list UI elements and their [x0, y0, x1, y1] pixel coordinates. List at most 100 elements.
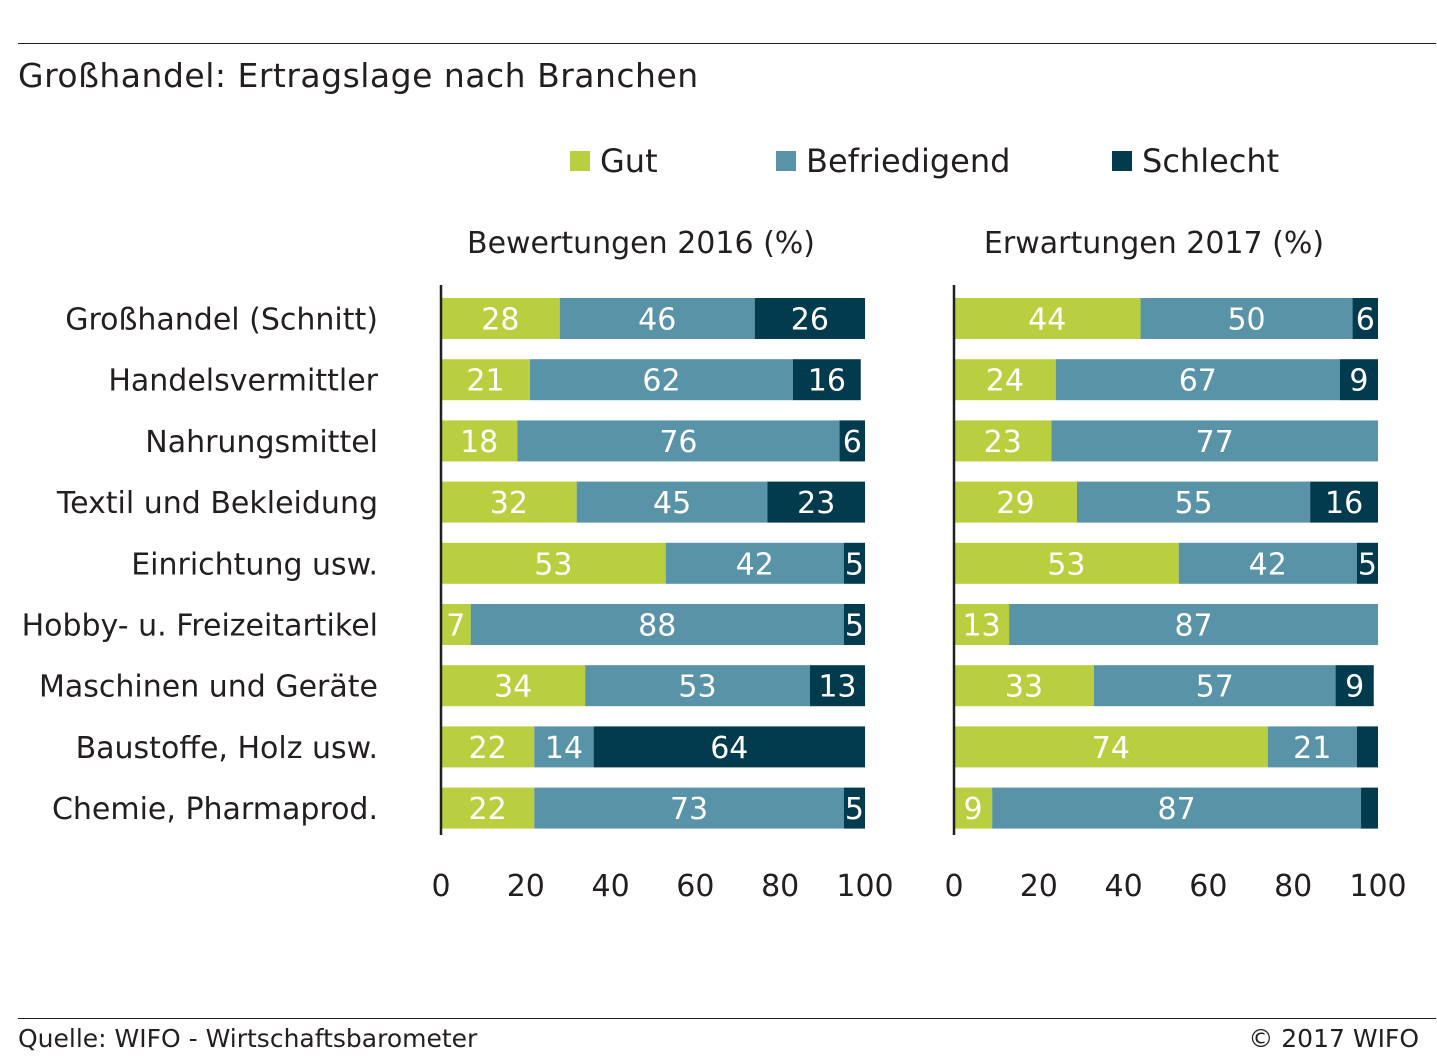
- bar-segment-schlecht: [809, 665, 865, 707]
- data-label: 77: [1196, 425, 1234, 460]
- legend-swatch-gut: [570, 151, 590, 171]
- bar-segment-gut: [441, 481, 577, 523]
- data-label: 22: [469, 792, 507, 827]
- data-label: 53: [678, 670, 716, 705]
- data-label: 34: [494, 670, 532, 705]
- legend-item-befriedigend: Befriedigend: [776, 142, 1010, 180]
- tick-label: 100: [1349, 869, 1406, 904]
- bar-segment-schlecht: [754, 298, 865, 339]
- bar-segment-gut: [441, 604, 471, 645]
- bar-segment-schlecht: [843, 542, 865, 584]
- data-label: 28: [481, 303, 519, 338]
- data-label: 62: [642, 364, 680, 399]
- tick-label: 40: [592, 869, 630, 904]
- data-label: 22: [469, 731, 507, 766]
- data-label: 5: [845, 547, 864, 582]
- source-note: Quelle: WIFO - Wirtschaftsbarometer: [18, 1024, 478, 1053]
- bar-segment-gut: [954, 604, 1010, 645]
- bar-segment-befriedigend: [559, 298, 755, 339]
- data-label: 88: [638, 609, 676, 644]
- tick-label: 20: [1020, 869, 1058, 904]
- data-label: 13: [818, 670, 856, 705]
- legend: Gut Befriedigend Schlecht: [0, 142, 1437, 186]
- category-label: Handelsvermittler: [108, 364, 378, 399]
- tick-label: 40: [1105, 869, 1143, 904]
- data-label: 23: [797, 486, 835, 521]
- panel-title: Bewertungen 2016 (%): [467, 226, 815, 261]
- bar-segment-gut: [441, 787, 535, 829]
- bar-segment-gut: [954, 787, 993, 829]
- bar-segment-befriedigend: [534, 787, 844, 829]
- bar-segment-schlecht: [593, 726, 865, 768]
- data-label: 87: [1174, 609, 1212, 644]
- data-label: 33: [1005, 670, 1043, 705]
- category-label: Baustoffe, Holz usw.: [76, 731, 378, 766]
- data-label: 21: [1293, 731, 1331, 766]
- data-label: 9: [964, 792, 983, 827]
- bar-segment-befriedigend: [470, 604, 844, 645]
- bar-segment-befriedigend: [1009, 604, 1378, 645]
- tick-label: 80: [1274, 869, 1312, 904]
- bar-segment-gut: [954, 420, 1052, 462]
- bar-segment-schlecht: [1335, 665, 1374, 707]
- tick-label: 80: [761, 869, 799, 904]
- bar-segment-gut: [954, 481, 1077, 523]
- data-label: 9: [1345, 670, 1364, 705]
- category-label: Textil und Bekleidung: [56, 486, 378, 521]
- bar-segment-schlecht: [1310, 481, 1378, 523]
- bar-segment-gut: [954, 298, 1141, 339]
- data-label: 53: [1047, 547, 1085, 582]
- tick-label: 60: [1189, 869, 1227, 904]
- bar-segment-befriedigend: [530, 359, 793, 401]
- data-label: 23: [984, 425, 1022, 460]
- data-label: 29: [996, 486, 1034, 521]
- bar-segment-befriedigend: [534, 726, 594, 768]
- bar-segment-schlecht: [843, 604, 865, 645]
- data-label: 24: [986, 364, 1024, 399]
- data-label: 50: [1227, 303, 1265, 338]
- bar-segment-schlecht: [1339, 359, 1378, 401]
- category-label: Nahrungsmittel: [145, 425, 378, 460]
- bar-segment-befriedigend: [992, 787, 1362, 829]
- data-label: 6: [843, 425, 862, 460]
- data-label: 57: [1196, 670, 1234, 705]
- bar-segment-befriedigend: [1076, 481, 1311, 523]
- tick-label: 60: [676, 869, 714, 904]
- data-label: 13: [962, 609, 1000, 644]
- bottom-rule: [18, 1018, 1436, 1019]
- data-label: 42: [1249, 547, 1287, 582]
- data-label: 21: [466, 364, 504, 399]
- bar-segment-gut: [954, 542, 1179, 584]
- legend-label-befriedigend: Befriedigend: [806, 142, 1011, 180]
- bar-segment-befriedigend: [576, 481, 768, 523]
- category-label: Großhandel (Schnitt): [65, 303, 378, 338]
- data-label: 7: [446, 609, 465, 644]
- category-label: Einrichtung usw.: [131, 547, 378, 582]
- category-label: Chemie, Pharmaprod.: [52, 792, 378, 827]
- bar-segment-befriedigend: [585, 665, 810, 707]
- data-label: 6: [1356, 303, 1375, 338]
- bar-segment-gut: [441, 542, 666, 584]
- legend-label-schlecht: Schlecht: [1142, 142, 1280, 180]
- bar-segment-schlecht: [1361, 787, 1378, 829]
- data-label: 45: [653, 486, 691, 521]
- bar-segment-schlecht: [792, 359, 861, 401]
- bar-segment-befriedigend: [1093, 665, 1336, 707]
- bar-segment-gut: [441, 298, 560, 339]
- legend-item-gut: Gut: [570, 142, 658, 180]
- tick-label: 100: [836, 869, 893, 904]
- bar-segment-schlecht: [1356, 726, 1378, 768]
- data-label: 14: [545, 731, 583, 766]
- data-label: 64: [710, 731, 748, 766]
- data-label: 18: [460, 425, 498, 460]
- bar-segment-gut: [954, 359, 1056, 401]
- data-label: 26: [791, 303, 829, 338]
- data-label: 9: [1349, 364, 1368, 399]
- data-label: 5: [1358, 547, 1377, 582]
- bar-segment-befriedigend: [1051, 420, 1378, 462]
- data-label: 55: [1174, 486, 1212, 521]
- category-label: Hobby- u. Freizeitartikel: [22, 609, 378, 644]
- legend-item-schlecht: Schlecht: [1112, 142, 1279, 180]
- bar-segment-gut: [441, 420, 518, 462]
- bar-segment-befriedigend: [1178, 542, 1357, 584]
